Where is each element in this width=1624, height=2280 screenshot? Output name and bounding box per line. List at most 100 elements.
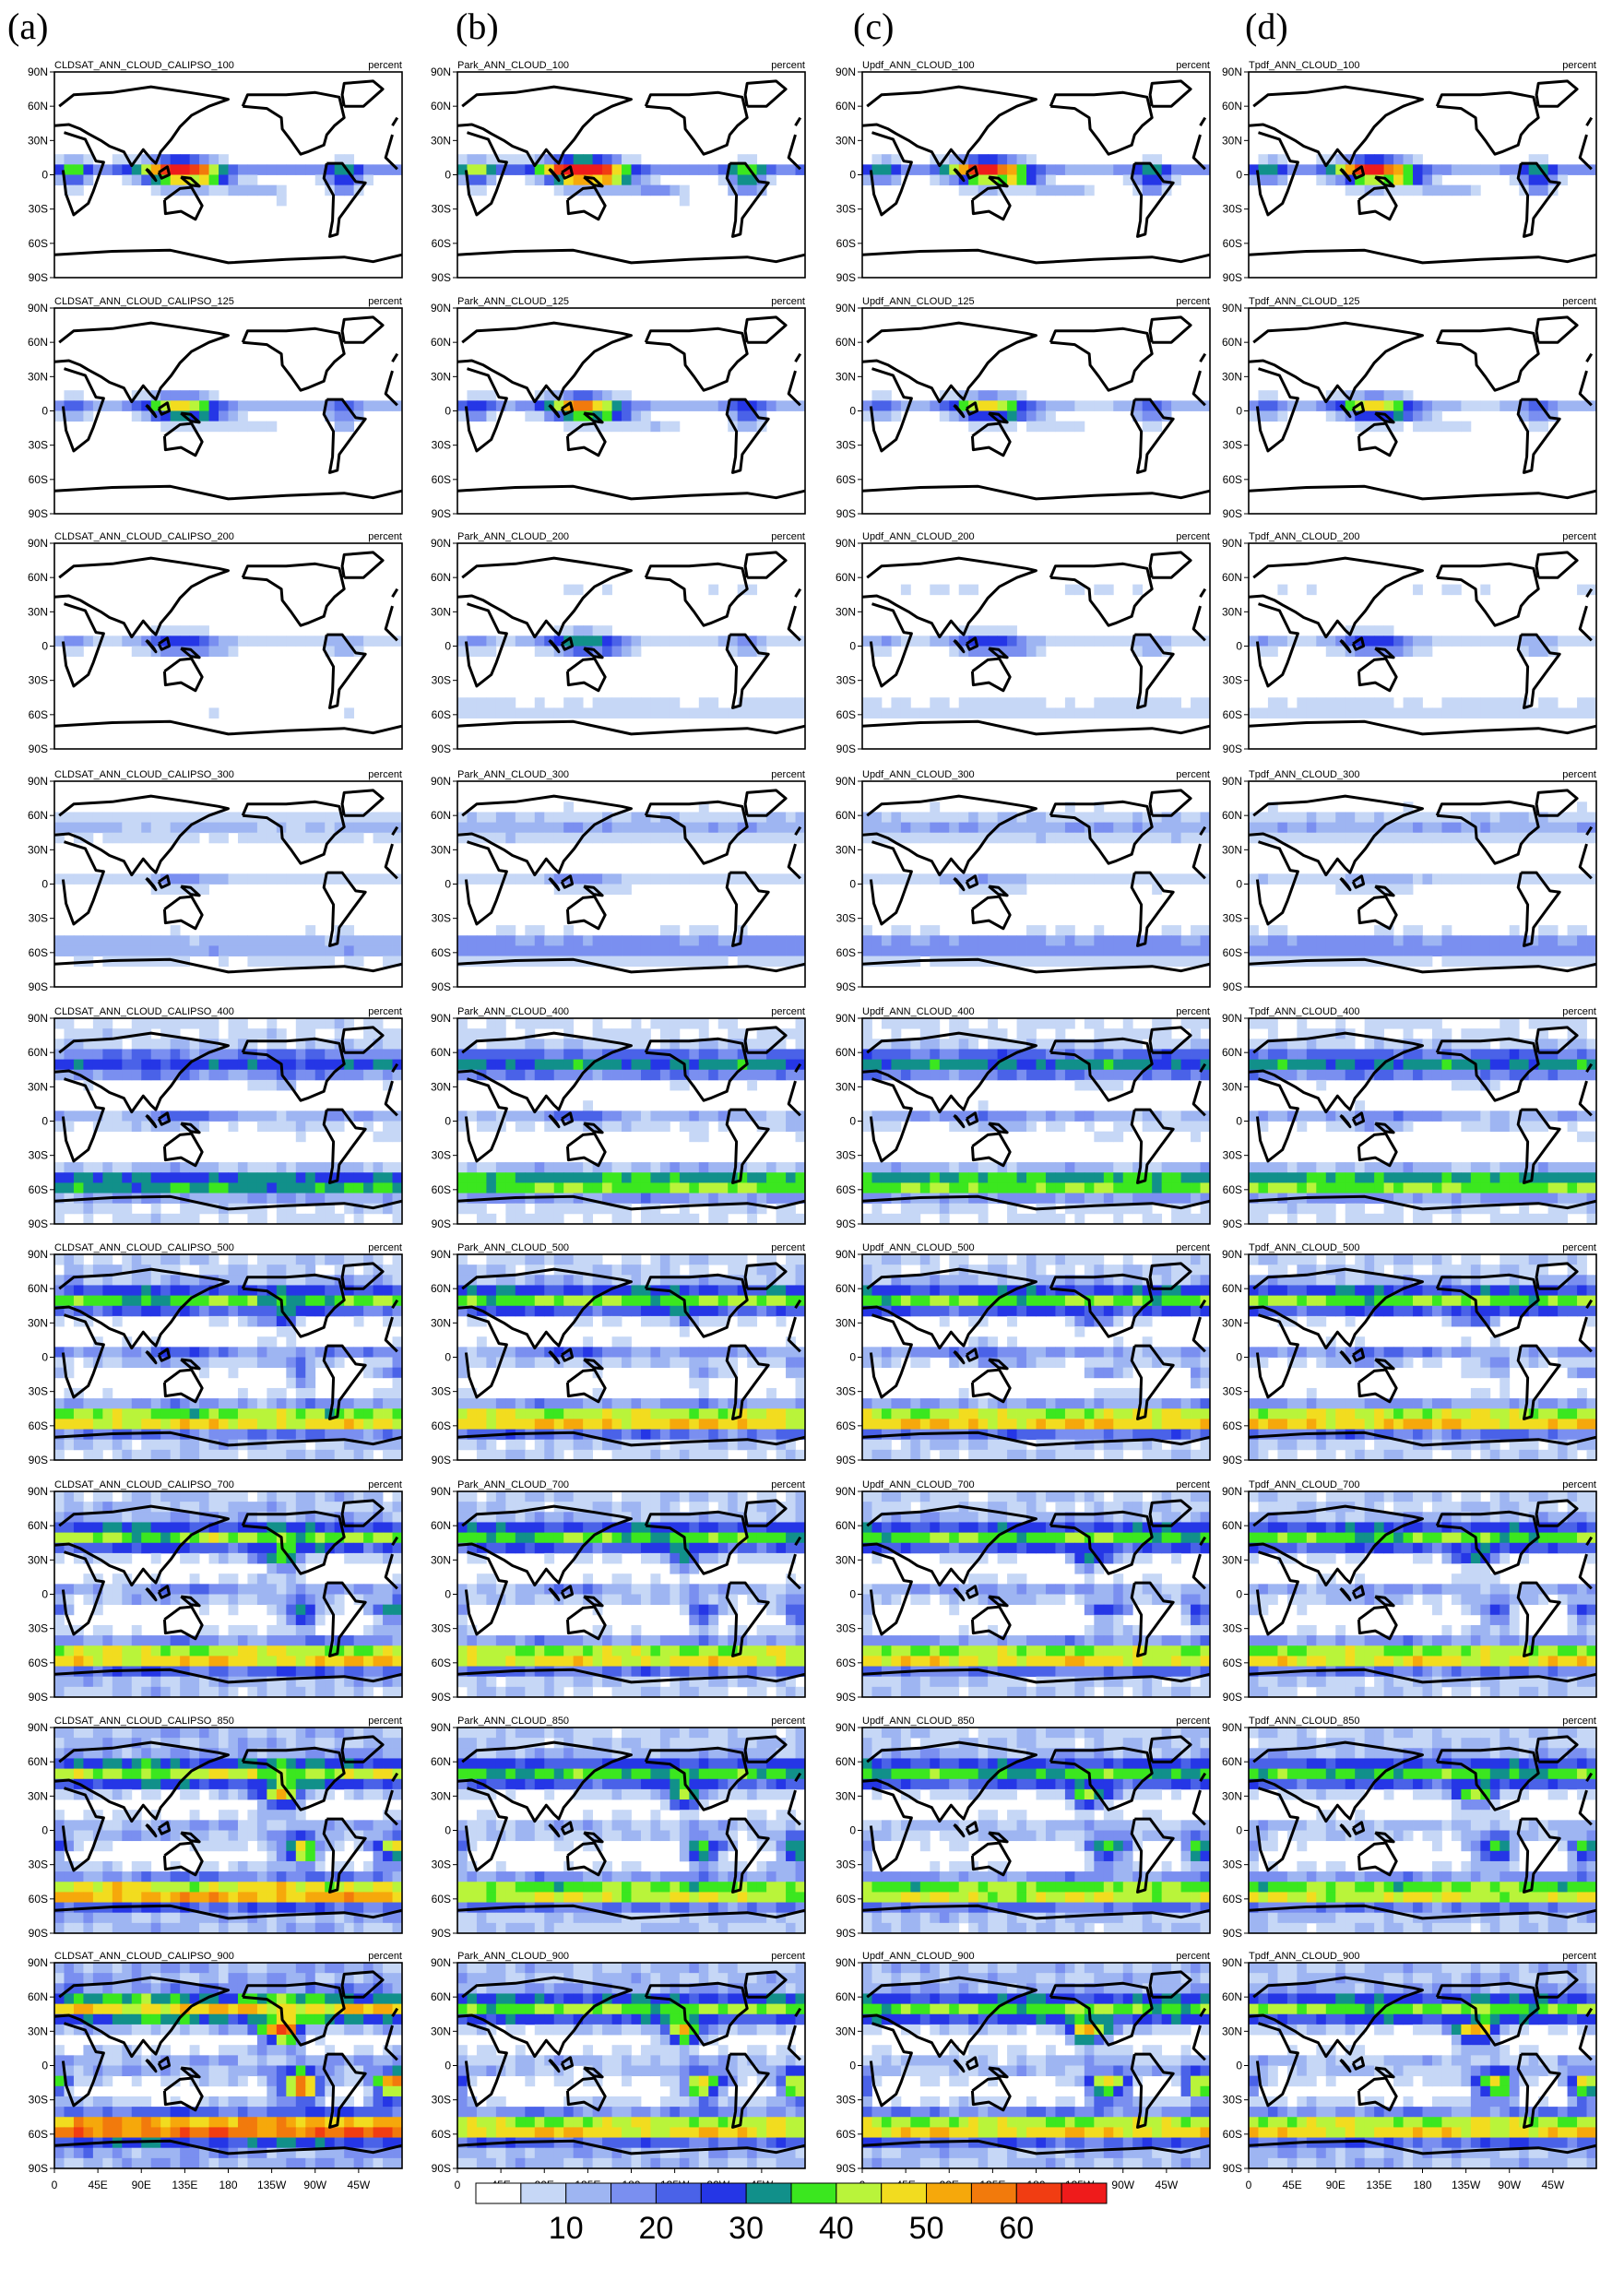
field-cell	[1480, 1110, 1491, 1122]
field-cell	[314, 822, 326, 834]
lat-tick-label: 90S	[836, 742, 856, 755]
field-cell	[1277, 812, 1288, 823]
field-cell	[573, 812, 584, 823]
field-cell	[334, 1059, 345, 1071]
field-cell	[1036, 400, 1047, 411]
field-cell	[756, 164, 767, 175]
field-cell	[1036, 164, 1047, 175]
field-cell	[553, 707, 564, 718]
field-cell	[344, 1203, 355, 1215]
field-cell	[486, 1059, 497, 1071]
field-cell	[160, 400, 172, 411]
field-cell	[83, 945, 94, 956]
field-cell	[247, 1172, 258, 1183]
field-cell	[1016, 154, 1027, 165]
field-cell	[73, 1039, 84, 1050]
field-cell	[1470, 635, 1481, 647]
field-cell	[939, 873, 950, 885]
coastline	[965, 874, 979, 889]
field-cell	[1200, 1049, 1211, 1060]
field-cell	[131, 1182, 142, 1193]
field-cell	[141, 1213, 152, 1225]
coastline	[970, 895, 1012, 931]
field-cell	[958, 1069, 969, 1081]
field-cell	[131, 1213, 142, 1225]
field-cell	[219, 1285, 229, 1296]
field-cell	[150, 1285, 161, 1296]
field-cell	[276, 1203, 287, 1215]
field-cell	[622, 1028, 632, 1039]
field-cell	[1016, 1110, 1027, 1122]
field-cell	[631, 400, 642, 411]
field-cell	[1249, 1049, 1259, 1060]
field-cell	[305, 1213, 316, 1225]
field-cell	[1191, 400, 1201, 411]
field-cell	[1316, 1069, 1327, 1081]
field-cell	[1383, 164, 1394, 175]
field-cell	[486, 697, 497, 708]
field-cell	[325, 1039, 336, 1050]
field-cell	[949, 1203, 960, 1215]
field-cell	[1161, 945, 1172, 956]
field-cell	[659, 1018, 670, 1029]
field-cell	[756, 945, 767, 956]
field-cell	[1461, 697, 1472, 708]
field-cell	[180, 184, 191, 196]
coastline	[322, 633, 367, 709]
field-cell	[92, 1172, 103, 1183]
field-cell	[1403, 873, 1414, 885]
field-cell	[515, 154, 526, 165]
field-cell	[1480, 873, 1491, 885]
field-cell	[228, 410, 239, 422]
field-cell	[1316, 174, 1327, 186]
field-cell	[611, 935, 622, 946]
coastline	[1248, 957, 1597, 974]
field-cell	[505, 1172, 516, 1183]
field-cell	[1142, 935, 1153, 946]
field-cell	[978, 164, 989, 175]
field-cell	[73, 1265, 84, 1276]
field-cell	[698, 635, 709, 647]
field-cell	[1480, 400, 1491, 411]
field-cell	[180, 832, 191, 844]
field-cell	[1297, 1121, 1308, 1133]
field-cell	[1431, 935, 1442, 946]
coastline	[1351, 874, 1366, 889]
field-cell	[1152, 1028, 1163, 1039]
field-cell	[978, 822, 989, 834]
field-cell	[1267, 390, 1278, 401]
field-cell	[1306, 832, 1317, 844]
field-cell	[919, 1182, 931, 1193]
field-cell	[83, 832, 94, 844]
field-cell	[180, 635, 191, 647]
field-cell	[1258, 707, 1269, 718]
field-cell	[150, 1295, 161, 1307]
field-cell	[1191, 1162, 1201, 1173]
field-cell	[1335, 1049, 1346, 1060]
field-cell	[1422, 421, 1433, 433]
field-cell	[553, 1203, 564, 1215]
field-cell	[1045, 400, 1056, 411]
field-cell	[756, 697, 767, 708]
field-cell	[919, 1018, 931, 1029]
field-cell	[1180, 400, 1191, 411]
field-cell	[717, 1018, 729, 1029]
field-cell	[392, 1049, 403, 1060]
field-cell	[1180, 1182, 1191, 1193]
coastline	[157, 165, 172, 180]
field-cell	[373, 1110, 384, 1122]
field-cell	[1036, 1069, 1047, 1081]
field-cell	[1567, 935, 1578, 946]
field-cell	[611, 945, 622, 956]
field-cell	[1431, 1172, 1442, 1183]
field-cell	[276, 1028, 287, 1039]
field-cell	[1064, 822, 1075, 834]
field-cell	[64, 390, 75, 401]
field-cell	[160, 1285, 172, 1296]
field-cell	[1007, 184, 1017, 196]
field-cell	[949, 1049, 960, 1060]
field-cell	[1306, 584, 1317, 596]
field-cell	[1152, 873, 1163, 885]
field-cell	[102, 1069, 113, 1081]
field-cell	[563, 1018, 575, 1029]
